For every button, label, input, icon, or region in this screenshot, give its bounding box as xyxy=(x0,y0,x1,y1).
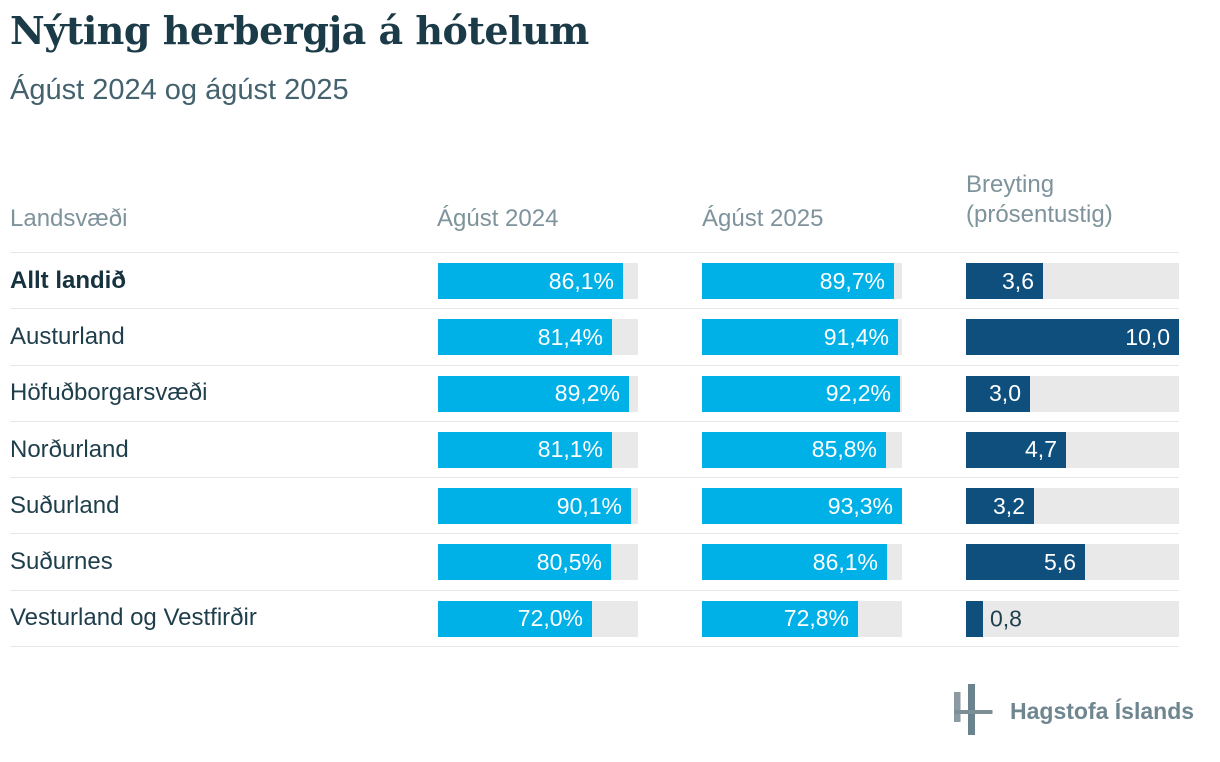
table-row: Allt landið 86,1% 89,7% 3,6 xyxy=(10,253,1179,310)
bar-track-aug2025: 93,3% xyxy=(702,488,902,525)
bar-change: 4,7 xyxy=(966,431,1066,468)
region-label: Vesturland og Vestfirðir xyxy=(10,604,257,632)
table-row: Höfuðborgarsvæði 89,2% 92,2% 3,0 xyxy=(10,366,1179,422)
bar-value-label: 91,4% xyxy=(823,323,889,350)
page-subtitle: Ágúst 2024 og ágúst 2025 xyxy=(10,74,349,106)
table-row: Suðurland 90,1% 93,3% 3,2 xyxy=(10,478,1179,535)
column-header-change-line2: (prósentustig) xyxy=(966,201,1113,228)
bar-aug2024: 86,1% xyxy=(438,263,623,299)
bar-change: 10,0 xyxy=(966,319,1179,356)
bar-aug2024: 89,2% xyxy=(438,375,629,412)
region-label: Austurland xyxy=(10,322,125,350)
bar-value-label: 81,1% xyxy=(537,436,603,463)
bar-change: 3,0 xyxy=(966,375,1030,412)
bar-track-aug2024: 90,1% xyxy=(438,488,638,525)
bar-aug2025: 91,4% xyxy=(702,319,898,356)
bar-aug2024: 72,0% xyxy=(438,600,592,637)
bar-value-label: 89,7% xyxy=(819,267,885,294)
column-header-aug2024: Ágúst 2024 xyxy=(437,205,559,232)
bar-track-aug2025: 85,8% xyxy=(702,431,902,468)
bar-track-change: 0,8 xyxy=(966,600,1179,637)
region-label: Norðurland xyxy=(10,435,129,463)
bar-value-label: 3,0 xyxy=(989,380,1021,407)
region-label: Allt landið xyxy=(10,266,126,294)
table-row: Suðurnes 80,5% 86,1% 5,6 xyxy=(10,534,1179,591)
bar-value-label: 86,1% xyxy=(548,267,614,294)
hagstofa-logo: Hagstofa Íslands xyxy=(954,684,1194,737)
bar-value-label: 85,8% xyxy=(811,436,877,463)
bar-track-change: 5,6 xyxy=(966,544,1179,581)
bar-change: 3,6 xyxy=(966,263,1043,299)
bar-value-label: 72,8% xyxy=(783,605,849,632)
column-header-aug2025: Ágúst 2025 xyxy=(702,205,824,232)
column-header-change-line1: Breyting xyxy=(966,171,1055,198)
bar-value-label: 89,2% xyxy=(554,380,620,407)
table-row: Norðurland 81,1% 85,8% 4,7 xyxy=(10,422,1179,479)
region-label: Höfuðborgarsvæði xyxy=(10,379,208,407)
bar-value-label: 5,6 xyxy=(1044,548,1076,575)
bar-track-change: 3,6 xyxy=(966,263,1179,299)
table-row: Austurland 81,4% 91,4% 10,0 xyxy=(10,309,1179,366)
region-label: Suðurland xyxy=(10,491,120,519)
bar-track-aug2025: 92,2% xyxy=(702,375,902,412)
bar-value-label: 86,1% xyxy=(812,548,878,575)
bar-aug2025: 85,8% xyxy=(702,431,886,468)
region-label: Suðurnes xyxy=(10,548,113,576)
bar-value-label: 3,2 xyxy=(993,492,1025,519)
bar-change: 5,6 xyxy=(966,544,1085,581)
hagstofa-logo-text: Hagstofa Íslands xyxy=(1010,698,1195,724)
bar-aug2024: 81,1% xyxy=(438,431,612,468)
bar-value-label: 72,0% xyxy=(517,605,583,632)
bar-track-change: 3,2 xyxy=(966,488,1179,525)
bar-aug2024: 81,4% xyxy=(438,319,612,356)
bar-value-label: 0,8 xyxy=(990,605,1022,632)
hagstofa-logo-icon xyxy=(954,684,993,735)
bar-value-label: 92,2% xyxy=(825,380,891,407)
bar-value-label: 4,7 xyxy=(1025,436,1057,463)
column-header-region: Landsvæði xyxy=(10,205,128,232)
chart-table: Allt landið 86,1% 89,7% 3,6 Austurland 8… xyxy=(10,252,1179,648)
bar-value-label: 10,0 xyxy=(1125,323,1170,350)
bar-track-change: 4,7 xyxy=(966,431,1179,468)
bar-track-aug2024: 81,4% xyxy=(438,319,638,356)
bar-track-aug2025: 72,8% xyxy=(702,600,902,637)
bar-track-change: 10,0 xyxy=(966,319,1179,356)
table-row: Vesturland og Vestfirðir 72,0% 72,8% 0,8 xyxy=(10,591,1179,648)
bar-aug2024: 90,1% xyxy=(438,488,631,525)
bar-aug2025: 89,7% xyxy=(702,263,894,299)
bar-value-label: 80,5% xyxy=(536,548,602,575)
bar-change: 3,2 xyxy=(966,488,1034,525)
bar-track-aug2025: 89,7% xyxy=(702,263,902,299)
bar-value-label: 93,3% xyxy=(827,492,893,519)
bar-track-aug2024: 72,0% xyxy=(438,600,638,637)
bar-change xyxy=(966,600,983,637)
bar-track-aug2025: 86,1% xyxy=(702,544,902,581)
column-header-change: Breyting (prósentustig) xyxy=(966,170,1113,230)
bar-value-label: 3,6 xyxy=(1002,267,1034,294)
bar-aug2025: 92,2% xyxy=(702,375,900,412)
bar-track-aug2024: 80,5% xyxy=(438,544,638,581)
bar-aug2025: 86,1% xyxy=(702,544,887,581)
bar-track-aug2024: 86,1% xyxy=(438,263,638,299)
bar-value-label: 81,4% xyxy=(537,323,603,350)
page-title: Nýting herbergja á hótelum xyxy=(10,8,589,53)
bar-track-aug2025: 91,4% xyxy=(702,319,902,356)
bar-track-aug2024: 81,1% xyxy=(438,431,638,468)
bar-aug2024: 80,5% xyxy=(438,544,611,581)
bar-aug2025: 72,8% xyxy=(702,600,858,637)
bar-track-aug2024: 89,2% xyxy=(438,375,638,412)
bar-value-label: 90,1% xyxy=(556,492,622,519)
bar-aug2025: 93,3% xyxy=(702,488,902,525)
bar-track-change: 3,0 xyxy=(966,375,1179,412)
